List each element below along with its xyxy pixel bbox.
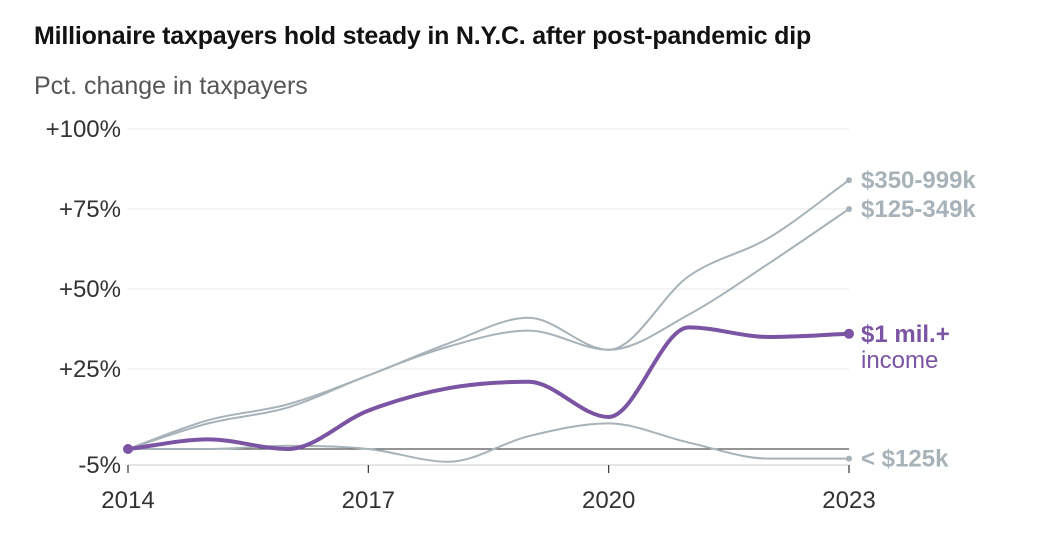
y-tick-label: +50% xyxy=(59,276,121,303)
x-tick-label: 2017 xyxy=(342,487,395,514)
series-line-1-mil-income xyxy=(126,325,851,451)
series-label-1-mil-income: $1 mil.+ xyxy=(861,321,950,348)
x-tick-label: 2020 xyxy=(582,487,635,514)
series-lines xyxy=(123,177,854,463)
series-label-125k: < $125k xyxy=(861,446,949,473)
series-label-1-mil-income: income xyxy=(861,347,938,374)
start-point-1-mil-income xyxy=(123,444,133,454)
chart-subtitle: Pct. change in taxpayers xyxy=(34,72,308,100)
series-line-350-999k xyxy=(127,179,850,450)
series-labels: $350-999k$125-349k $1 mil.+income < $125k xyxy=(861,167,976,472)
series-line-125-349k xyxy=(127,208,850,450)
y-tick-label: +100% xyxy=(46,116,121,143)
end-point-125-349k xyxy=(846,206,852,212)
end-point-1-mil-income xyxy=(844,328,854,339)
axis-labels: -5% +25% +50% +75% +100% 2014 2017 2020 2023 xyxy=(46,116,876,514)
x-tick-label: 2014 xyxy=(101,487,154,514)
y-tick-label: +75% xyxy=(59,196,121,223)
series-label-125-349k: $125-349k xyxy=(861,196,976,223)
series-label-350-999k: $350-999k xyxy=(861,167,976,194)
y-tick-label: +25% xyxy=(59,356,121,383)
chart-title: Millionaire taxpayers hold steady in N.Y… xyxy=(34,22,812,50)
x-tick-label: 2023 xyxy=(822,487,875,514)
y-tick-label: -5% xyxy=(78,452,121,479)
end-point-350-999k xyxy=(846,177,852,184)
end-point-125k xyxy=(846,455,852,462)
grid-lines xyxy=(128,128,849,466)
